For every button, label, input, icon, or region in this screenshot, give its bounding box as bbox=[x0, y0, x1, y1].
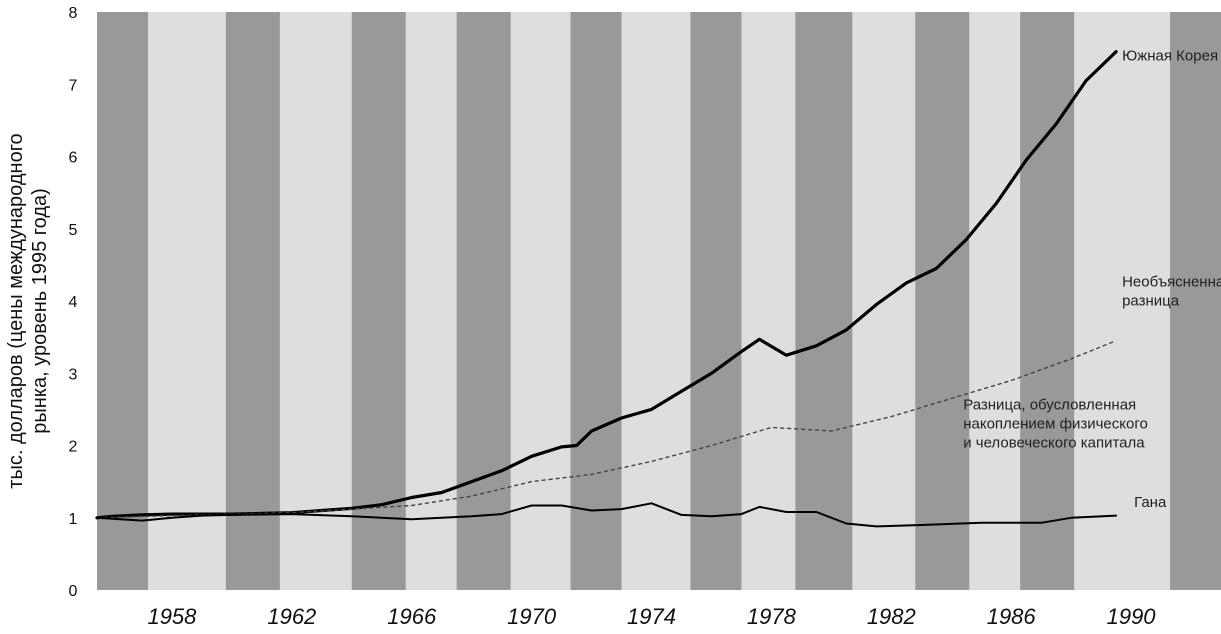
dark-band-4 bbox=[570, 12, 622, 590]
annotation-1: Необъясненная разница bbox=[1122, 274, 1221, 310]
x-tick-label-8: 1990 bbox=[1107, 604, 1157, 629]
series-line-0 bbox=[95, 50, 1118, 520]
x-tick-label-7: 1986 bbox=[987, 604, 1037, 629]
dark-band-2 bbox=[351, 12, 406, 590]
y-axis-title-line-1: рынка, уровень 1995 года) bbox=[29, 188, 51, 434]
dark-band-8 bbox=[1020, 12, 1075, 590]
annotation-1-line-0: Необъясненная bbox=[1122, 274, 1221, 291]
annotation-3: Гана bbox=[1134, 494, 1167, 511]
annotation-0: Южная Корея bbox=[1122, 47, 1218, 64]
y-tick-label-8: 8 bbox=[69, 5, 78, 22]
dark-band-6 bbox=[795, 12, 853, 590]
dark-band-0 bbox=[97, 12, 148, 590]
series-line-1 bbox=[96, 340, 1117, 519]
x-tick-label-6: 1982 bbox=[867, 604, 916, 629]
y-tick-label-6: 6 bbox=[69, 150, 78, 167]
dark-band-5 bbox=[690, 12, 742, 590]
x-tick-label-0: 1958 bbox=[147, 604, 197, 629]
annotation-2-line-0: Разница, обусловленная bbox=[963, 396, 1136, 413]
x-tick-label-4: 1974 bbox=[627, 604, 676, 629]
dark-band-7 bbox=[915, 12, 970, 590]
y-tick-label-5: 5 bbox=[69, 222, 78, 239]
annotation-3-line-0: Гана bbox=[1134, 494, 1167, 511]
y-axis-ticks: 0 1 2 3 4 5 6 7 8 bbox=[69, 5, 78, 600]
x-axis-ticks: 1958 1962 1966 1970 1974 1978 1982 1986 1990 bbox=[147, 604, 1156, 629]
series-lines bbox=[95, 50, 1118, 528]
x-tick-label-2: 1966 bbox=[387, 604, 437, 629]
background-bands bbox=[97, 12, 1221, 590]
annotations: Южная Корея Необъясненная разница Разница, … bbox=[963, 47, 1221, 511]
dark-band-1 bbox=[225, 12, 280, 590]
y-axis-label: тыс. долларов (цены международного рынка,… bbox=[5, 133, 51, 488]
y-tick-label-4: 4 bbox=[69, 294, 78, 311]
series-line-2 bbox=[96, 502, 1118, 528]
y-axis-title: тыс. долларов (цены международного рынка,… bbox=[5, 133, 51, 488]
x-tick-label-5: 1978 bbox=[747, 604, 797, 629]
annotation-2: Разница, обусловленная накоплением физиче… bbox=[963, 396, 1148, 451]
y-tick-label-0: 0 bbox=[69, 583, 78, 600]
annotation-2-line-2: и человеческого капитала bbox=[963, 434, 1145, 451]
annotation-1-line-1: разница bbox=[1122, 293, 1180, 310]
x-tick-label-3: 1970 bbox=[507, 604, 557, 629]
y-tick-label-7: 7 bbox=[69, 77, 78, 94]
y-tick-label-1: 1 bbox=[69, 511, 78, 528]
y-tick-label-2: 2 bbox=[69, 439, 78, 456]
y-axis-title-line-0: тыс. долларов (цены международного bbox=[5, 133, 27, 488]
y-tick-label-3: 3 bbox=[69, 366, 78, 383]
x-tick-label-1: 1962 bbox=[267, 604, 316, 629]
dark-band-3 bbox=[456, 12, 511, 590]
annotation-2-line-1: накоплением физического bbox=[963, 415, 1148, 432]
dark-band-9 bbox=[1170, 12, 1221, 590]
annotation-0-line-0: Южная Корея bbox=[1122, 47, 1218, 64]
